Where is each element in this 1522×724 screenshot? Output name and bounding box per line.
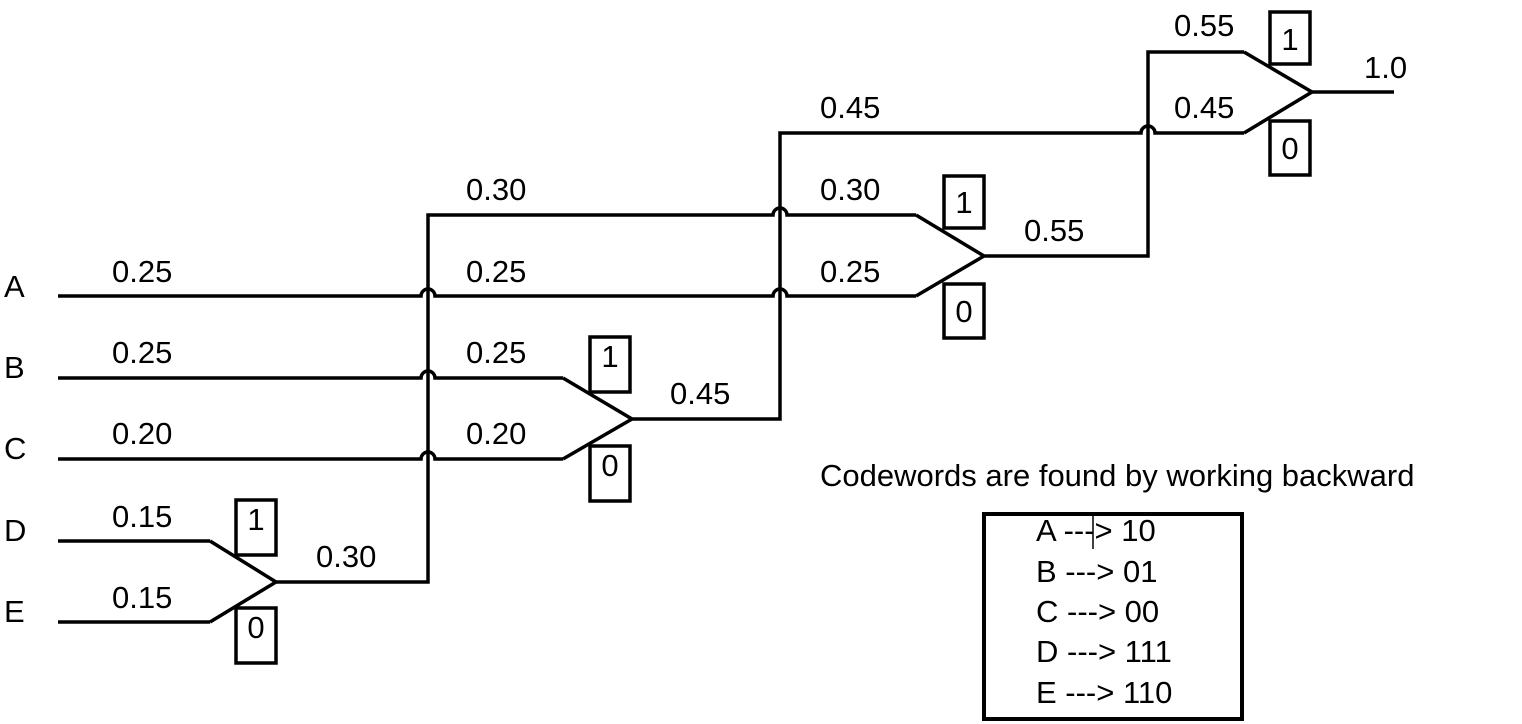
codeword-e: E ---> 110 [1036,675,1172,710]
bit-bc-top: 1 [601,339,618,374]
stage3-label-de: 0.30 [820,172,880,207]
bit-de-bottom: 0 [247,610,264,645]
wire-a [58,287,916,298]
bit-final-top: 1 [1281,22,1298,57]
wire-a-de-out [984,50,1244,258]
codeword-b: B ---> 01 [1036,554,1157,589]
codewords-box [982,512,1244,721]
bit-box-bc-bottom [588,444,632,503]
prob-label-a: 0.25 [112,254,172,289]
bit-box-final-bottom [1268,119,1312,177]
bit-box-a-de-bottom [942,282,986,340]
stage2-label-de: 0.30 [466,172,526,207]
prob-label-c: 0.20 [112,416,172,451]
stage2-label-c: 0.20 [466,416,526,451]
stage2-label-b: 0.25 [466,335,526,370]
stage3-label-bc: 0.45 [820,90,880,125]
prob-label-e: 0.15 [112,580,172,615]
final-in-bottom-label: 0.45 [1174,90,1234,125]
symbol-label-e: E [4,594,25,629]
symbol-label-c: C [4,431,26,466]
merge-node-de [209,539,280,624]
prob-label-b: 0.25 [112,335,172,370]
codeword-d: D ---> 111 [1036,634,1172,669]
wire-b [58,369,563,380]
wire-de-out [276,206,916,584]
stage2-label-a: 0.25 [466,254,526,289]
root-probability: 1.0 [1364,50,1407,85]
codeword-a: A --‍-> 10 [1036,513,1156,548]
bit-final-bottom: 0 [1281,131,1298,166]
codewords-heading: Codewords are found by working backward [820,458,1414,493]
bit-box-de-bottom [234,606,278,665]
final-in-top-label: 0.55 [1174,8,1234,43]
prob-label-d: 0.15 [112,499,172,534]
bit-box-bc-top [588,335,632,394]
symbol-label-b: B [4,350,25,385]
bit-bc-bottom: 0 [601,448,618,483]
bit-a-de-bottom: 0 [955,294,972,329]
prob-label-de-out: 0.30 [316,539,376,574]
symbol-label-d: D [4,513,26,548]
bit-box-de-top [234,498,278,557]
codeword-c: C ---> 00 [1036,594,1159,629]
bit-box-final-top [1268,10,1312,66]
bit-box-a-de-top [942,174,986,230]
wire-c [58,450,563,461]
prob-label-bc-out: 0.45 [670,376,730,411]
bit-de-top: 1 [247,502,264,537]
prob-label-a-de-out: 0.55 [1024,213,1084,248]
stage3-label-a: 0.25 [820,254,880,289]
symbol-label-a: A [4,269,25,304]
wire-bc-out [632,124,1244,421]
bit-a-de-top: 1 [955,185,972,220]
